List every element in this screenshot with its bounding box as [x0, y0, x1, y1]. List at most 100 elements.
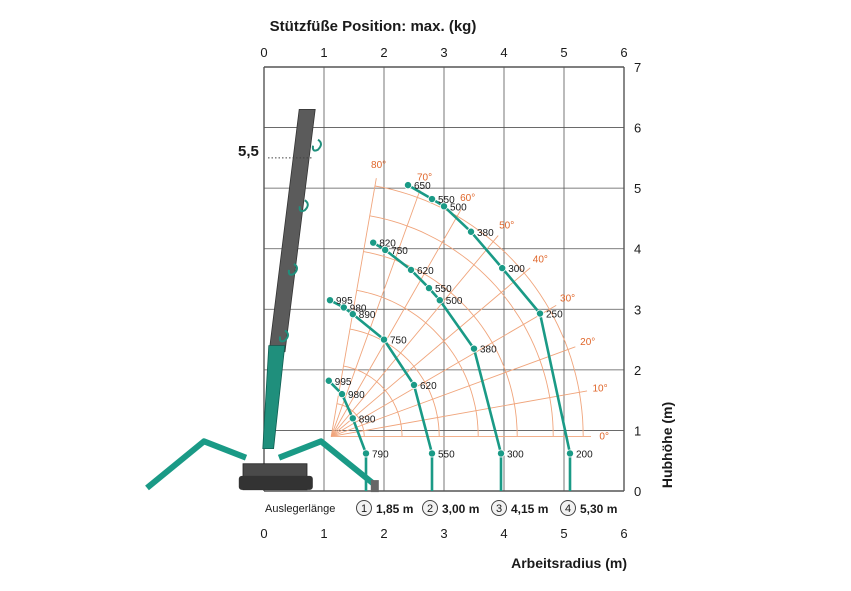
chart-title: Stützfüße Position: max. (kg): [270, 18, 477, 35]
angle-label: 70°: [417, 173, 432, 184]
angle-label: 50°: [499, 220, 514, 231]
load-point: [325, 296, 334, 305]
angle-arcs: 80° 70° 60° 50° 40° 30° 20° 10° 0°: [330, 160, 609, 442]
load-value-label: 750: [390, 336, 407, 347]
crawler-track: [238, 475, 313, 490]
load-value-label: 300: [507, 449, 524, 460]
x-tick-label-top: 4: [500, 45, 507, 60]
y-tick-label: 0: [634, 484, 641, 499]
load-point: [339, 303, 348, 312]
boom-length-caption: Auslegerlänge: [265, 503, 335, 515]
load-point: [381, 245, 390, 254]
x-tick-label-bottom: 3: [440, 526, 447, 541]
angle-label: 40°: [533, 254, 548, 265]
load-point: [435, 296, 444, 305]
load-point: [536, 309, 545, 318]
boom-section-badge: [560, 500, 576, 516]
x-tick-label-bottom: 5: [560, 526, 567, 541]
x-tick-label-top: 0: [260, 45, 267, 60]
load-value-label: 820: [379, 239, 396, 250]
angle-arc: [356, 289, 479, 437]
load-point: [348, 310, 357, 319]
load-value-label: 500: [446, 296, 463, 307]
x-tick-label-top: 1: [320, 45, 327, 60]
load-value-label: 890: [359, 310, 376, 321]
y-tick-label: 5: [634, 181, 641, 196]
load-point: [348, 414, 357, 423]
load-point: [337, 390, 346, 399]
load-point: [427, 195, 436, 204]
load-value-label: 650: [414, 181, 431, 192]
boom-section-badge: [356, 500, 372, 516]
boom-base-cylinder: [262, 345, 286, 450]
hook-icon: [287, 263, 298, 276]
load-point: [498, 264, 507, 273]
angle-label: 0°: [599, 431, 609, 442]
load-value-label: 750: [391, 246, 408, 257]
load-value-label: 380: [477, 228, 494, 239]
load-value-label: 300: [508, 264, 525, 275]
angle-ray: [330, 304, 557, 437]
x-tick-label-bottom: 4: [500, 526, 507, 541]
boom-section-badge: [422, 500, 438, 516]
angle-arc: [369, 215, 554, 437]
x-tick-label-bottom: 1: [320, 526, 327, 541]
x-tick-label-top: 3: [440, 45, 447, 60]
angle-ray: [330, 189, 421, 437]
load-value-label: 995: [335, 377, 352, 388]
angle-ray: [331, 346, 576, 437]
outrigger-right: [277, 438, 377, 488]
angle-label: 30°: [560, 294, 575, 305]
load-point: [324, 376, 333, 385]
load-point: [496, 449, 505, 458]
load-point: [361, 449, 370, 458]
load-point: [439, 202, 448, 211]
x-tick-label-bottom: 2: [380, 526, 387, 541]
angle-arc: [374, 185, 584, 437]
load-point: [427, 449, 436, 458]
load-value-label: 980: [348, 390, 365, 401]
load-value-label: 250: [546, 310, 563, 321]
load-value-label: 500: [450, 202, 467, 213]
hook-icon: [278, 329, 289, 343]
load-value-label: 200: [576, 449, 593, 460]
load-point: [466, 227, 475, 236]
angle-arc: [343, 365, 403, 437]
boom-section-number: 1: [361, 503, 367, 515]
angle-arc: [336, 403, 365, 437]
load-value-label: 380: [480, 345, 497, 356]
boom-section-length: 3,00 m: [442, 502, 479, 516]
load-value-label: 790: [372, 449, 389, 460]
outrigger-left: [145, 438, 248, 491]
x-tick-label-top: 2: [380, 45, 387, 60]
boom-section-number: 4: [565, 503, 571, 515]
load-curve: [372, 241, 503, 491]
boom-section-length: 1,85 m: [376, 502, 413, 516]
hook-icon: [311, 138, 322, 152]
load-point: [566, 449, 575, 458]
angle-ray: [330, 235, 499, 437]
load-value-label: 890: [359, 414, 376, 425]
outrigger-foot: [370, 480, 379, 493]
boom-section-number: 2: [427, 503, 433, 515]
angle-arc: [349, 328, 440, 437]
y-tick-label: 1: [634, 423, 641, 438]
angle-label: 60°: [460, 193, 475, 204]
angle-ray: [330, 267, 531, 437]
y-tick-label: 7: [634, 60, 641, 75]
angle-label: 80°: [371, 160, 386, 171]
y-tick-label: 6: [634, 121, 641, 136]
x-tick-label-bottom: 6: [620, 526, 627, 541]
x-tick-label-top: 5: [560, 45, 567, 60]
load-point: [369, 238, 378, 247]
x-tick-label-bottom: 0: [260, 526, 267, 541]
angle-ray: [330, 209, 462, 437]
boom-section-length: 5,30 m: [580, 502, 617, 516]
boom-section-number: 3: [496, 503, 502, 515]
load-value-label: 620: [417, 266, 434, 277]
boom-arm: [268, 109, 316, 356]
load-value-label: 550: [438, 449, 455, 460]
load-point: [403, 181, 412, 190]
